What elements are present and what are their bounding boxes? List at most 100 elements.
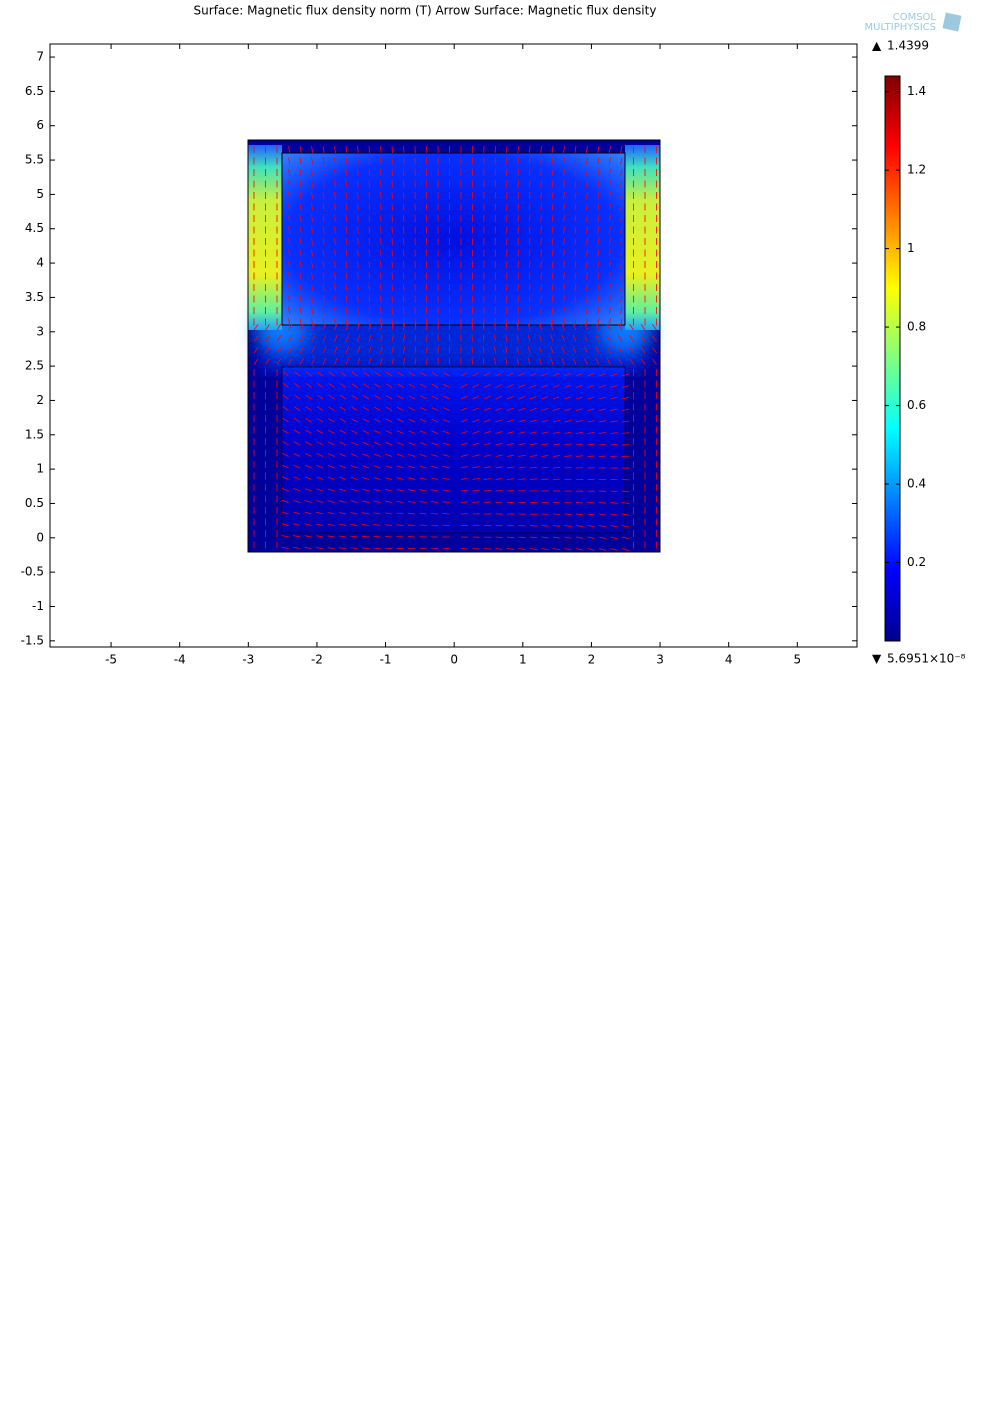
y-tick-label: -0.5 (21, 565, 44, 579)
field-arrow (495, 454, 503, 457)
field-arrow (528, 283, 531, 292)
field-arrow (282, 441, 289, 446)
field-arrow (529, 478, 538, 480)
field-arrow (587, 431, 595, 434)
field-arrow (574, 168, 577, 176)
field-arrow (527, 357, 531, 365)
field-arrow (304, 523, 312, 526)
field-arrow (517, 180, 519, 188)
field-arrow (431, 395, 439, 400)
field-arrow (574, 283, 577, 291)
field-arrow (385, 500, 393, 503)
field-arrow (563, 295, 565, 303)
field-arrow (494, 334, 496, 342)
field-arrow (368, 357, 372, 365)
field-arrow (629, 323, 634, 331)
field-arrow (345, 145, 348, 153)
field-arrow (442, 407, 450, 411)
field-arrow (598, 502, 607, 504)
field-arrow (385, 371, 393, 377)
field-arrow (396, 430, 404, 434)
field-arrow (483, 454, 491, 457)
field-arrow (373, 488, 381, 492)
field-arrow (316, 406, 324, 411)
field-arrow (391, 323, 394, 331)
field-arrow (368, 203, 371, 211)
field-arrow (529, 396, 537, 400)
field-arrow (443, 372, 450, 377)
field-arrow (357, 191, 359, 199)
field-arrow (305, 453, 312, 457)
field-arrow (495, 431, 503, 434)
field-arrow (327, 535, 335, 538)
field-arrow (620, 180, 623, 188)
field-arrow (357, 237, 359, 245)
field-arrow (362, 453, 370, 457)
field-arrow (281, 535, 289, 538)
field-arrow (495, 407, 503, 411)
field-arrow (431, 430, 439, 434)
field-arrow (516, 357, 519, 365)
field-arrow (334, 226, 336, 234)
field-arrow (597, 249, 600, 257)
field-arrow (340, 371, 347, 377)
field-arrow (472, 384, 479, 388)
field-arrow (408, 407, 416, 411)
field-arrow (620, 214, 623, 222)
field-arrow (408, 395, 416, 400)
field-arrow (265, 358, 270, 365)
field-arrow (305, 418, 312, 423)
field-arrow (253, 324, 259, 331)
field-arrow (564, 525, 572, 527)
field-arrow (538, 346, 542, 354)
field-arrow (334, 272, 336, 280)
field-arrow (281, 488, 289, 492)
field-arrow (362, 512, 370, 515)
field-arrow (597, 180, 600, 188)
field-arrow (564, 408, 572, 411)
field-arrow (322, 306, 325, 314)
field-arrow (288, 214, 291, 222)
field-arrow (574, 180, 577, 188)
field-arrow (380, 249, 382, 257)
field-arrow (552, 455, 560, 457)
field-arrow (350, 488, 358, 492)
field-arrow (339, 383, 347, 388)
field-arrow (442, 418, 450, 423)
field-arrow (316, 453, 324, 457)
field-arrow (328, 371, 335, 377)
field-arrow (368, 237, 371, 246)
field-arrow (334, 237, 336, 245)
field-arrow (584, 358, 588, 365)
field-arrow (431, 372, 439, 377)
field-arrow (397, 371, 404, 377)
field-arrow (345, 295, 348, 303)
field-arrow (608, 145, 611, 153)
field-arrow (538, 357, 542, 365)
field-arrow (357, 260, 359, 268)
field-arrow (304, 511, 312, 515)
field-arrow (316, 476, 324, 480)
field-arrow (311, 214, 314, 222)
field-arrow (408, 465, 416, 469)
field-arrow (506, 536, 515, 539)
field-arrow (282, 464, 289, 469)
field-arrow (396, 512, 404, 515)
field-arrow (408, 371, 416, 377)
field-arrow (552, 384, 560, 388)
field-arrow (495, 395, 503, 400)
field-arrow (288, 226, 291, 234)
field-arrow (426, 334, 428, 342)
field-arrow (517, 260, 519, 269)
field (247, 139, 661, 553)
field-arrow (472, 489, 480, 492)
field-arrow (362, 418, 370, 423)
y-tick-label: 1 (36, 462, 44, 476)
field-arrow (316, 511, 324, 515)
field-arrow (620, 191, 623, 199)
field-arrow (506, 384, 514, 388)
field-arrow (305, 406, 312, 411)
min-marker: ▼ (872, 652, 882, 666)
field-arrow (587, 408, 595, 411)
field-arrow (408, 418, 416, 423)
